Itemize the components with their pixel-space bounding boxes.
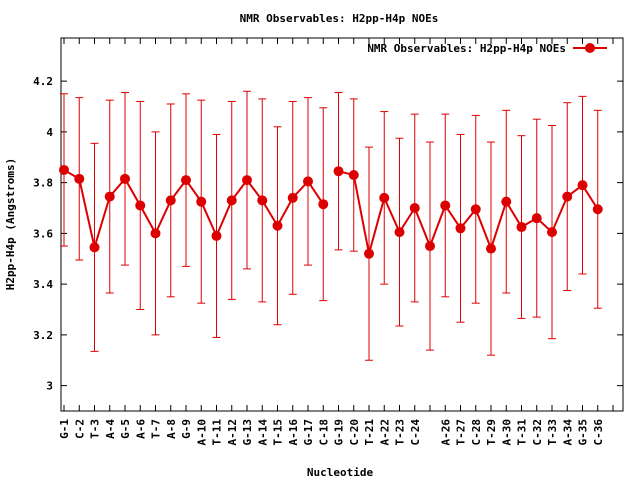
data-point xyxy=(455,223,466,234)
x-tick-label: C-2 xyxy=(73,419,86,439)
series-line xyxy=(338,170,599,254)
x-tick-label: A-22 xyxy=(378,419,391,446)
data-point xyxy=(379,192,390,203)
data-point xyxy=(74,173,85,184)
data-point xyxy=(104,191,115,202)
data-point xyxy=(196,196,207,207)
x-tick-label: C-24 xyxy=(409,419,422,446)
y-tick-label: 4 xyxy=(46,126,53,139)
x-tick-label: G-9 xyxy=(180,419,193,439)
x-tick-label: A-16 xyxy=(287,419,300,446)
x-tick-label: T-33 xyxy=(546,419,559,446)
series-line xyxy=(63,169,325,252)
data-point xyxy=(440,200,451,211)
x-tick-label: G-19 xyxy=(333,419,346,446)
data-point xyxy=(531,213,542,224)
data-point xyxy=(333,166,344,177)
x-tick-label: T-31 xyxy=(516,419,529,446)
data-point xyxy=(150,228,161,239)
data-point xyxy=(364,248,374,259)
x-tick-label: G-1 xyxy=(58,419,71,439)
x-tick-label: A-8 xyxy=(165,419,178,439)
x-tick-label: T-11 xyxy=(211,419,224,446)
data-point xyxy=(562,191,573,202)
y-tick-label: 3.6 xyxy=(33,227,53,240)
x-axis-label: Nucleotide xyxy=(307,466,374,479)
data-point xyxy=(409,203,420,214)
x-tick-label: T-15 xyxy=(272,419,285,446)
x-tick-label: T-3 xyxy=(89,419,102,439)
x-axis-ticks: G-1 C-2 T-3 A-4 G-5 A-6 T-7 A-8 G-9 A-10 T-11 A-12 G… xyxy=(58,38,614,446)
x-tick-label: A-6 xyxy=(134,419,147,439)
plot-border xyxy=(60,37,624,412)
y-axis-label: H2pp-H4p (Angstroms) xyxy=(4,158,17,290)
data-point xyxy=(547,227,557,238)
data-point xyxy=(211,230,222,241)
x-tick-label: A-14 xyxy=(256,419,269,446)
legend-marker xyxy=(585,43,595,53)
x-tick-label: T-7 xyxy=(150,419,163,439)
x-tick-label: A-4 xyxy=(104,419,117,439)
data-point xyxy=(59,164,69,175)
data-point xyxy=(165,195,176,206)
data-point xyxy=(318,199,329,210)
x-tick-label: C-28 xyxy=(470,419,483,446)
x-tick-label: A-30 xyxy=(500,419,513,446)
data-point xyxy=(272,220,283,231)
data-point xyxy=(394,227,405,238)
data-point xyxy=(348,170,359,181)
x-tick-label: A-26 xyxy=(439,419,452,446)
data-point xyxy=(120,173,130,184)
data-point xyxy=(226,195,237,206)
x-tick-label: C-18 xyxy=(317,419,330,446)
x-tick-label: G-35 xyxy=(577,419,590,446)
x-tick-label: T-23 xyxy=(394,419,407,446)
data-point xyxy=(592,204,603,215)
data-point xyxy=(135,200,146,211)
data-point xyxy=(486,243,496,254)
x-tick-label: C-36 xyxy=(592,419,605,446)
x-tick-label: G-13 xyxy=(241,419,254,446)
x-tick-label: G-17 xyxy=(302,419,315,446)
plot-frame xyxy=(60,37,624,412)
x-tick-label: C-20 xyxy=(348,419,361,446)
data-point xyxy=(516,222,527,233)
data-point xyxy=(242,175,252,186)
data-point xyxy=(470,204,481,215)
y-tick-label: 4.2 xyxy=(33,75,53,88)
series-layer xyxy=(59,90,603,361)
legend-label: NMR Observables: H2pp-H4p NOEs xyxy=(367,42,566,55)
x-tick-label: T-27 xyxy=(455,419,468,446)
x-tick-label: T-29 xyxy=(485,419,498,446)
x-tick-label: A-10 xyxy=(195,419,208,446)
data-point xyxy=(89,242,100,253)
data-point xyxy=(577,180,588,191)
data-point xyxy=(181,175,191,186)
y-tick-label: 3 xyxy=(46,380,53,393)
data-point xyxy=(257,195,268,206)
x-tick-label: G-5 xyxy=(119,419,132,439)
data-point xyxy=(501,196,512,207)
y-tick-label: 3.4 xyxy=(33,278,53,291)
data-point xyxy=(303,176,313,187)
chart-title: NMR Observables: H2pp-H4p NOEs xyxy=(240,12,439,25)
x-tick-label: A-12 xyxy=(226,419,239,446)
data-point xyxy=(425,241,435,252)
data-point xyxy=(287,192,298,203)
y-axis-ticks: 3 3.2 3.4 3.6 3.8 4 4.2 xyxy=(33,75,623,393)
x-tick-label: A-34 xyxy=(561,419,574,446)
legend: NMR Observables: H2pp-H4p NOEs xyxy=(367,42,607,55)
x-tick-label: T-21 xyxy=(363,419,376,446)
x-tick-label: C-32 xyxy=(531,419,544,446)
y-tick-label: 3.8 xyxy=(33,177,53,190)
y-tick-label: 3.2 xyxy=(33,329,53,342)
